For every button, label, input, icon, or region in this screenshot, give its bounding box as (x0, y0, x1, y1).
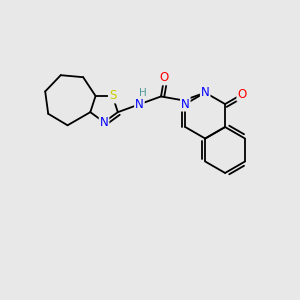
Text: H: H (139, 88, 147, 98)
Text: N: N (201, 86, 210, 99)
Text: N: N (181, 98, 190, 111)
Text: O: O (160, 71, 169, 84)
Text: N: N (100, 116, 108, 129)
Text: O: O (237, 88, 247, 101)
Text: N: N (135, 98, 144, 111)
Text: S: S (109, 89, 116, 103)
